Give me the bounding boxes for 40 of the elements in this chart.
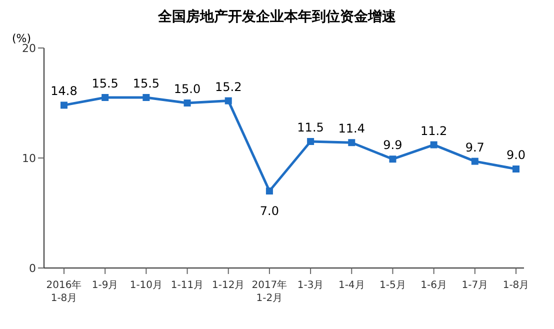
data-label: 15.5 — [132, 76, 160, 90]
point — [102, 94, 109, 101]
data-label: 11.4 — [338, 122, 365, 136]
point — [307, 138, 314, 145]
x-tick-label: 1-5月 — [380, 280, 406, 291]
data-label: 7.0 — [260, 204, 279, 218]
x-tick-label: 2016年 1-8月 — [46, 279, 82, 304]
y-axis-title: (%) — [12, 32, 32, 45]
x-tick-label: 2017年 1-2月 — [252, 279, 288, 304]
x-tick-label: 1-8月 — [502, 280, 530, 291]
chart-title: 全国房地产开发企业本年到位资金增速 — [157, 8, 397, 26]
point — [60, 102, 68, 109]
data-label: 9.0 — [506, 148, 526, 162]
data-label: 11.2 — [420, 124, 448, 138]
y-tick-label: 10 — [22, 152, 36, 165]
point — [224, 97, 232, 104]
x-tick-label: 1-7月 — [462, 280, 488, 291]
data-label: 15.0 — [174, 82, 201, 96]
point — [348, 139, 356, 146]
x-tick-label: 1-4月 — [338, 280, 365, 291]
x-tick-label: 1-11月 — [170, 280, 204, 291]
data-label: 15.5 — [92, 76, 118, 90]
point — [142, 94, 150, 101]
point — [184, 100, 191, 106]
point — [389, 156, 396, 163]
x-tick-label: 1-3月 — [297, 280, 324, 291]
point — [512, 166, 520, 172]
data-label: 15.2 — [215, 80, 242, 94]
point — [266, 188, 273, 194]
data-label: 9.9 — [383, 138, 402, 152]
x-tick-label: 1-10月 — [130, 280, 163, 291]
data-label: 11.5 — [297, 120, 324, 134]
x-tick-label: 1-12月 — [212, 280, 245, 291]
y-tick-label: 0 — [29, 262, 36, 275]
data-label: 9.7 — [465, 140, 484, 154]
data-label: 14.8 — [50, 84, 78, 98]
x-tick-label: 1-9月 — [92, 280, 118, 291]
point — [471, 158, 478, 165]
x-tick-label: 1-6月 — [420, 280, 447, 291]
point — [430, 141, 438, 148]
